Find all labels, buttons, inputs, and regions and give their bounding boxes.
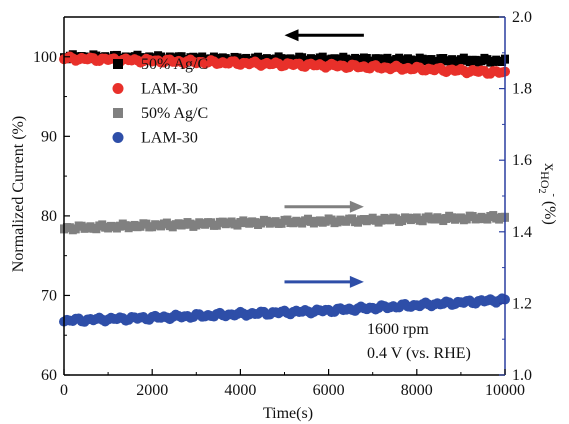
annotation-potential: 0.4 V (vs. RHE) [367,345,471,362]
x-axis-label: Time(s) [263,405,313,422]
y-right-tick-label: 2.0 [512,9,532,26]
y-right-tick-label: 1.2 [512,295,532,312]
y-axis-right-label-sup: - [548,194,559,197]
direction-arrow-head [349,200,364,213]
legend-label: 50% Ag/C [141,105,208,122]
y-axis-left-label: Normalized Current (%) [10,116,27,272]
direction-arrow-head [349,275,364,288]
y-axis-right-label-sub: HO [538,171,552,189]
y-left-tick-label: 70 [41,287,57,304]
x-tick-label: 2000 [136,382,168,399]
legend-marker-circle [112,83,124,94]
y-axis-right-label-suffix: (%) [541,197,558,225]
y-axis-right-label-prefix: x [541,163,558,171]
direction-arrow-head [284,29,299,42]
legend-label: LAM-30 [141,130,198,147]
legend-marker-square [113,59,123,69]
legend-marker-circle [112,132,124,143]
legend-marker-square [113,108,123,118]
arrow-layer [284,29,364,288]
x-tick-label: 4000 [224,382,256,399]
y-right-tick-label: 1.4 [512,224,532,241]
series-2 [60,211,509,235]
legend-label: LAM-30 [141,81,198,98]
y-right-tick-label: 1.8 [512,81,532,98]
y-left-tick-label: 60 [41,367,57,384]
y-right-tick-label: 1.6 [512,152,532,169]
x-tick-label: 0 [60,382,68,399]
annotation-speed: 1600 rpm [367,321,429,338]
y-axis-right-label: xHO2- (%) [536,163,559,225]
y-axis-right-label-sub2: 2 [536,189,547,194]
legend-label: 50% Ag/C [141,56,208,73]
y-left-tick-label: 100 [33,49,57,66]
legend: 50% Ag/C LAM-30 50% Ag/C LAM-30 [112,56,208,147]
x-tick-label: 8000 [401,382,433,399]
series-3 [59,293,510,327]
series-1 [59,51,510,79]
y-right-tick-label: 1.0 [512,367,532,384]
x-tick-label: 6000 [313,382,345,399]
series-layer [59,50,510,327]
y-left-tick-label: 90 [41,128,57,145]
tick-layer: 0 2000 4000 6000 8000 10000 60 70 80 90 100 1.0 1.2 1… [33,9,532,399]
x-tick-label: 10000 [485,382,525,399]
y-left-tick-label: 80 [41,208,57,225]
